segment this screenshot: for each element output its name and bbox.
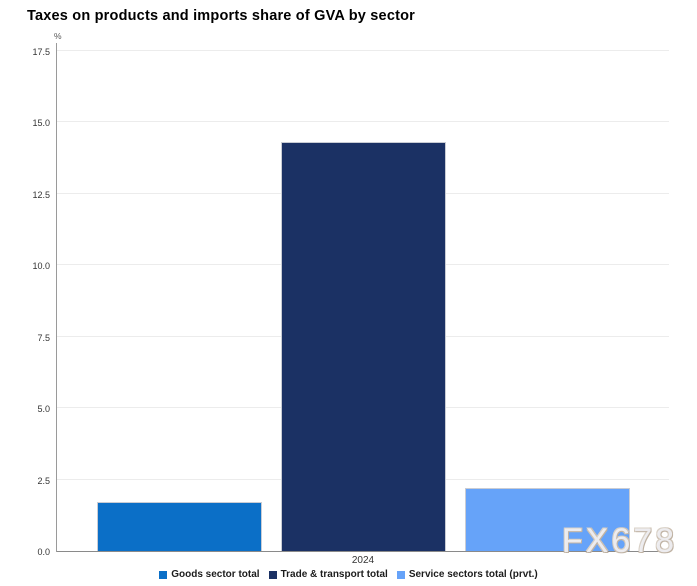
y-axis-line <box>56 43 57 552</box>
chart-legend: Goods sector total Trade & transport tota… <box>0 569 697 580</box>
y-tick-label-12.5: 12.5 <box>32 189 50 200</box>
y-tick-label-10: 10.0 <box>32 261 50 272</box>
gridline-17.5 <box>57 50 669 51</box>
plot-area <box>57 50 669 552</box>
legend-label: Trade & transport total <box>280 569 388 580</box>
y-tick-label-7.5: 7.5 <box>37 332 50 343</box>
y-axis-unit-label: % <box>54 31 62 41</box>
gridline-15 <box>57 121 669 123</box>
chart-title: Taxes on products and imports share of G… <box>27 8 416 24</box>
legend-swatch-icon <box>268 570 277 579</box>
bar-trade-transport-total <box>281 142 446 551</box>
legend-label: Service sectors total (prvt.) <box>408 569 538 580</box>
legend-item: Service sectors total (prvt.) <box>396 569 538 580</box>
y-tick-label-2.5: 2.5 <box>37 475 50 486</box>
y-axis-tick-labels: 0.0 2.5 5.0 7.5 10.0 12.5 15.0 17.5 <box>0 47 50 557</box>
y-tick-label-0: 0.0 <box>37 547 50 557</box>
legend-swatch-icon <box>396 570 405 579</box>
y-tick-label-17.5: 17.5 <box>32 47 50 57</box>
bar-goods-sector-total <box>97 502 262 551</box>
y-tick-label-15: 15.0 <box>32 118 50 129</box>
y-tick-label-5: 5.0 <box>37 404 50 415</box>
legend-item: Goods sector total <box>159 569 260 580</box>
bar-service-sectors-total-prvt <box>465 488 630 551</box>
legend-swatch-icon <box>159 570 168 579</box>
legend-label: Goods sector total <box>171 569 260 580</box>
legend-item: Trade & transport total <box>268 569 388 580</box>
x-axis-category-label: 2024 <box>351 555 375 566</box>
